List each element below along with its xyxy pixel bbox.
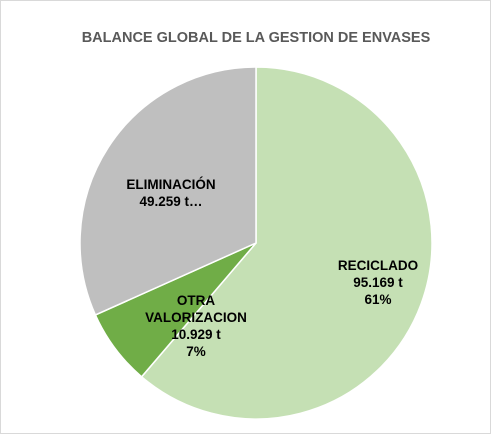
- label-category: RECICLADO: [337, 258, 419, 273]
- label-percent: 61%: [364, 292, 392, 307]
- data-label: ELIMINACIÓN 49.259 t…: [111, 176, 231, 210]
- data-label: OTRA VALORIZACION 10.929 t 7%: [131, 292, 261, 360]
- label-value: 95.169 t: [353, 275, 403, 290]
- data-label: RECICLADO 95.169 t 61%: [323, 257, 433, 308]
- label-category: ELIMINACIÓN: [126, 177, 216, 192]
- chart-title: BALANCE GLOBAL DE LA GESTION DE ENVASES: [82, 30, 431, 46]
- pie-slice: [79, 66, 257, 316]
- label-value: 10.929 t: [171, 327, 221, 342]
- pie-slice: [140, 66, 433, 420]
- label-value: 49.259 t…: [139, 194, 203, 209]
- label-category: OTRA VALORIZACION: [145, 293, 247, 325]
- label-percent: 7%: [186, 344, 206, 359]
